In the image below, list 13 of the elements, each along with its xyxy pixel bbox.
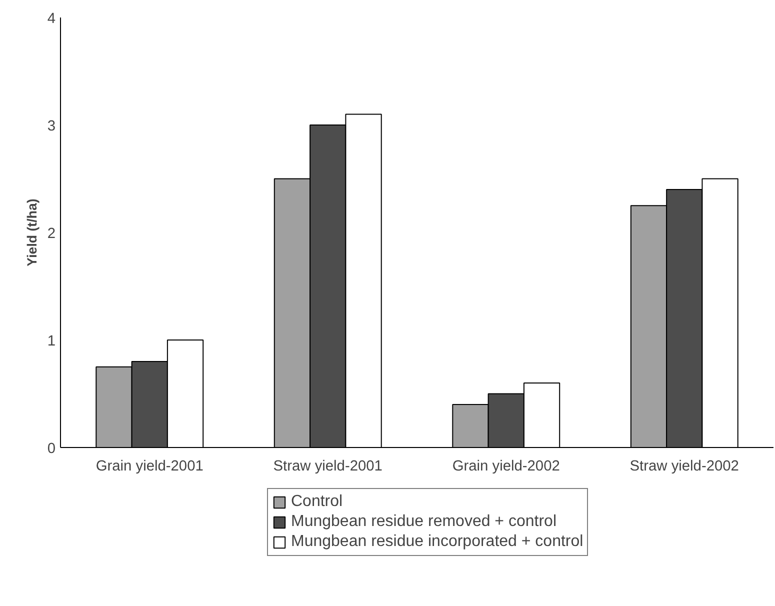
x-tick-label: Straw yield-2002 xyxy=(630,458,739,474)
y-tick-label: 2 xyxy=(47,226,56,242)
legend-label: Mungbean residue incorporated + control xyxy=(291,533,584,551)
legend-label: Mungbean residue removed + control xyxy=(291,513,556,531)
x-tick-label: Straw yield-2001 xyxy=(273,458,382,474)
legend-label: Control xyxy=(291,493,343,511)
y-tick-label: 3 xyxy=(47,118,56,134)
y-tick-label: 1 xyxy=(47,334,56,350)
y-tick-label: 0 xyxy=(47,441,56,457)
x-tick-label: Grain yield-2001 xyxy=(96,458,204,474)
y-tick-label: 4 xyxy=(47,11,56,27)
y-axis-title: Yield (t/ha) xyxy=(24,198,40,266)
x-tick-label: Grain yield-2002 xyxy=(452,458,560,474)
